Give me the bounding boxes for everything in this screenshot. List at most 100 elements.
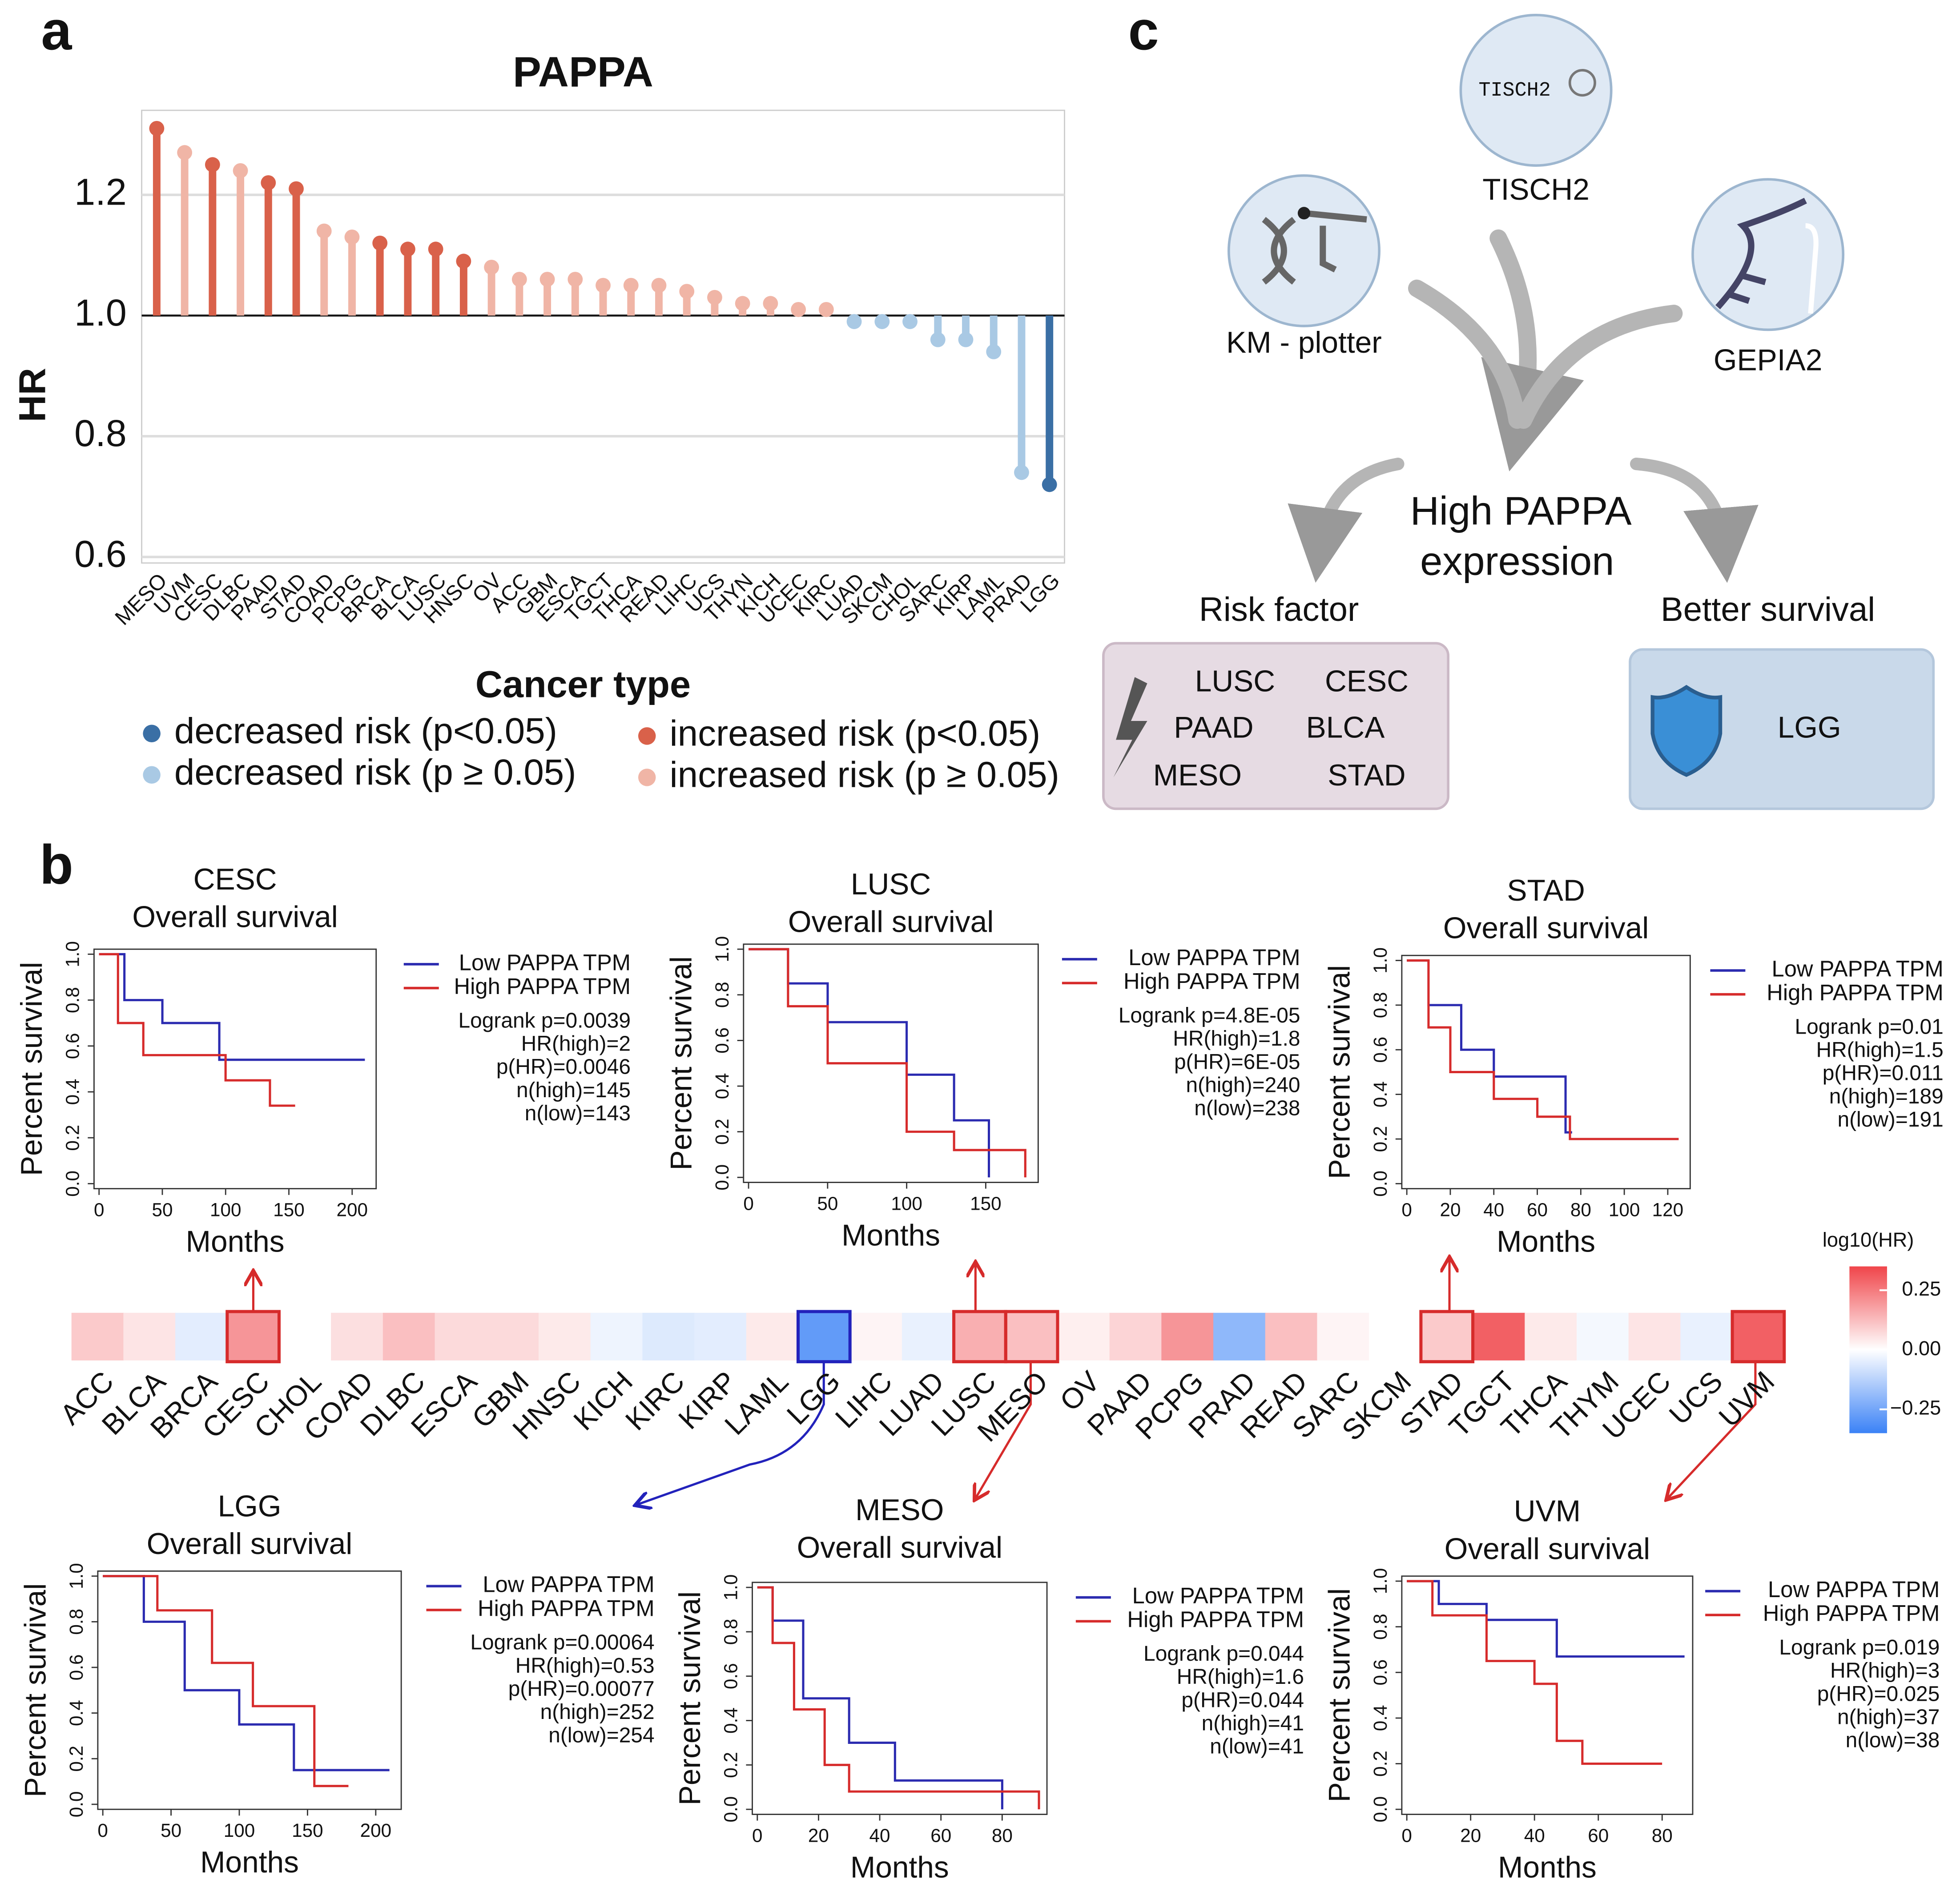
stat-label: Logrank p=0.019 <box>1779 1636 1940 1659</box>
legend-marker <box>143 766 161 784</box>
survival-curve <box>103 1575 390 1771</box>
heat-cell <box>1525 1312 1578 1361</box>
legend-label: High PAPPA TPM <box>1123 969 1300 994</box>
stat-label: n(high)=37 <box>1837 1705 1940 1729</box>
x-tick-label: 40 <box>1483 1200 1504 1220</box>
chart-subtitle: Overall survival <box>797 1531 1002 1564</box>
y-tick-label: 0.4 <box>720 1707 741 1734</box>
legend-marker <box>143 725 161 742</box>
x-tick-label: 0 <box>752 1825 763 1846</box>
survival-curve <box>1407 959 1679 1140</box>
dot <box>1042 477 1057 492</box>
stat-label: Logrank p=0.0039 <box>458 1009 631 1032</box>
y-tick-label: 0.2 <box>1370 1751 1391 1777</box>
survival-curve <box>103 1575 349 1787</box>
plot-frame <box>93 948 377 1190</box>
panel-label: a <box>41 0 72 62</box>
stat-label: HR(high)=1.6 <box>1177 1665 1304 1689</box>
diagram: TISCH2 KM - plotter TISCH2 GEPIA2 High P… <box>1102 14 1935 810</box>
x-tick-label: LGG <box>781 1365 846 1431</box>
stat-label: Logrank p=4.8E-05 <box>1119 1004 1300 1027</box>
risk-item: PAAD <box>1174 711 1253 745</box>
dot <box>679 284 695 299</box>
y-tick-label: 0.6 <box>720 1663 741 1689</box>
x-tick-label: KIRC <box>619 1365 691 1437</box>
heat-cell <box>71 1312 124 1361</box>
stat-label: n(high)=252 <box>540 1700 655 1724</box>
stat-label: n(high)=189 <box>1829 1085 1944 1108</box>
survival-curve <box>757 1586 1040 1810</box>
heat-cell <box>1317 1312 1370 1361</box>
dot <box>539 272 555 287</box>
heat-cell <box>590 1312 643 1361</box>
y-tick-label: 0.6 <box>62 1033 83 1059</box>
stat-label: n(high)=145 <box>516 1079 631 1102</box>
stat-label: Logrank p=0.01 <box>1795 1015 1944 1039</box>
dot <box>511 272 527 287</box>
highlight-box <box>1731 1310 1786 1364</box>
legend-label: Low PAPPA TPM <box>1132 1583 1304 1608</box>
plot-area <box>141 109 1065 564</box>
chart-subtitle: Overall survival <box>147 1527 352 1561</box>
risk-item: STAD <box>1328 759 1405 792</box>
x-tick-label: UCS <box>1663 1365 1729 1431</box>
legend-label: Low PAPPA TPM <box>483 1572 654 1597</box>
panel-label: b <box>40 834 73 895</box>
y-tick-label: 0.6 <box>74 533 127 575</box>
dot <box>1014 465 1029 480</box>
x-tick-label: 60 <box>930 1825 951 1846</box>
center-label: expression <box>1420 539 1614 584</box>
heat-cell <box>1161 1312 1214 1361</box>
y-axis-title: Percent survival <box>673 1591 707 1805</box>
y-tick-label: 0.8 <box>1370 1614 1391 1640</box>
heat-cell <box>1680 1312 1733 1361</box>
legend-marker <box>638 727 656 745</box>
chart-title: UVM <box>1514 1495 1581 1528</box>
y-axis-title: Percent survival <box>1323 1588 1356 1802</box>
stat-label: HR(high)=3 <box>1830 1659 1940 1683</box>
colorbar-tick-label: 0.00 <box>1902 1337 1941 1360</box>
heat-cell <box>1421 1312 1473 1361</box>
highlight-box <box>796 1310 852 1364</box>
dot <box>177 145 193 160</box>
heat-cell <box>331 1312 384 1361</box>
tool-label: TISCH2 <box>1482 173 1590 206</box>
x-axis-title: Months <box>850 1851 949 1884</box>
heat-cell <box>1628 1312 1681 1361</box>
survival-curve <box>99 953 365 1061</box>
y-tick-label: 0.8 <box>720 1619 741 1645</box>
dot <box>400 242 415 257</box>
chart-subtitle: Overall survival <box>132 900 338 934</box>
dot <box>735 296 750 311</box>
x-axis-title: Months <box>1497 1225 1595 1259</box>
survival-box <box>1629 648 1935 810</box>
y-axis-title: Percent survival <box>664 956 698 1170</box>
dot <box>344 229 360 245</box>
chart-subtitle: Overall survival <box>1443 912 1649 945</box>
heat-cell <box>382 1312 435 1361</box>
x-axis-title: Months <box>200 1846 299 1879</box>
risk-title: Risk factor <box>1199 591 1359 628</box>
legend-label: decreased risk (p<0.05) <box>174 711 557 751</box>
legend-label: High PAPPA TPM <box>1127 1607 1304 1632</box>
x-tick-label: 40 <box>869 1825 890 1846</box>
y-tick-label: 0.8 <box>62 987 83 1013</box>
highlight-box <box>1004 1310 1059 1364</box>
chart-title: STAD <box>1507 874 1585 907</box>
y-tick-label: 0.4 <box>62 1079 83 1105</box>
legend-label: High PAPPA TPM <box>1767 980 1944 1005</box>
heat-cell <box>694 1312 747 1361</box>
logo-text: TISCH2 <box>1478 79 1550 102</box>
tool-label: KM - plotter <box>1226 326 1382 359</box>
heat-cell <box>850 1312 903 1361</box>
stat-label: Logrank p=0.044 <box>1143 1642 1304 1666</box>
y-tick-label: 0.0 <box>712 1164 732 1191</box>
stat-label: p(HR)=6E-05 <box>1174 1050 1300 1074</box>
heat-cell <box>746 1312 799 1361</box>
stat-label: n(low)=254 <box>548 1723 654 1747</box>
colorbar-tick-label: −0.25 <box>1890 1397 1941 1419</box>
dot <box>818 302 834 317</box>
x-tick-label: 20 <box>1460 1825 1481 1846</box>
x-tick-label: 0 <box>1401 1200 1412 1220</box>
